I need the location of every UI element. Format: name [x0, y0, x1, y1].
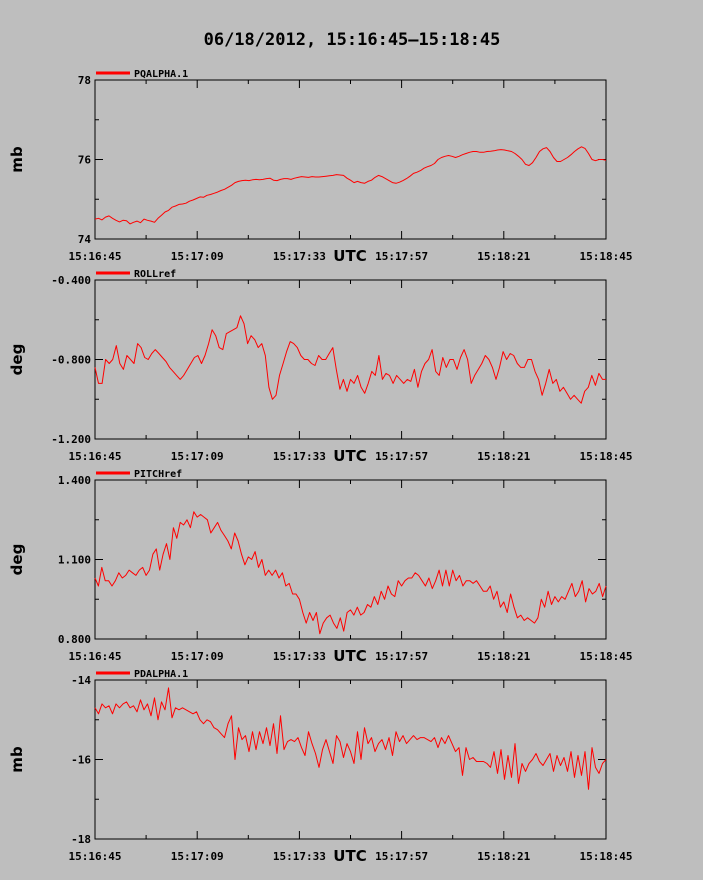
x-tick-label: 15:16:45	[69, 850, 122, 863]
x-axis-unit: UTC	[333, 247, 366, 265]
y-tick-label: 0.800	[58, 633, 91, 646]
x-tick-label: 15:18:21	[477, 650, 530, 663]
x-tick-label: 15:18:21	[477, 450, 530, 463]
series-line-ROLLref	[94, 315, 606, 404]
x-tick-label: 15:17:09	[171, 250, 224, 263]
x-tick-label: 15:17:57	[375, 850, 428, 863]
series-line-PQALPHA.1	[94, 146, 607, 225]
y-axis-label: mb	[8, 746, 26, 773]
x-tick-label: 15:18:45	[580, 250, 633, 263]
x-tick-label: 15:18:45	[580, 850, 633, 863]
x-tick-label: 15:17:33	[273, 250, 326, 263]
x-tick-label: 15:17:09	[171, 850, 224, 863]
x-tick-label: 15:18:45	[580, 650, 633, 663]
legend-label: ROLLref	[134, 269, 176, 280]
legend-label: PITCHref	[134, 469, 182, 480]
y-axis-label: mb	[8, 146, 26, 173]
x-tick-label: 15:17:57	[375, 450, 428, 463]
y-tick-label: -1.200	[51, 433, 91, 446]
panel-3: 15:16:45 15:17:09 15:17:33 15:17:57 15:18:21…	[8, 469, 632, 665]
y-tick-label: -0.800	[51, 354, 91, 367]
x-tick-label: 15:16:45	[69, 650, 122, 663]
x-tick-label: 15:17:57	[375, 250, 428, 263]
y-axis-label: deg	[8, 344, 26, 376]
panel-2: 15:16:45 15:17:09 15:17:33 15:17:57 15:18:21…	[8, 269, 632, 465]
x-tick-label: 15:17:09	[171, 450, 224, 463]
y-tick-label: 74	[78, 233, 92, 246]
x-tick-label: 15:17:33	[273, 650, 326, 663]
series-line-PDALPHA.1	[94, 687, 607, 790]
x-tick-label: 15:17:09	[171, 650, 224, 663]
x-axis-unit: UTC	[333, 447, 366, 465]
x-tick-label: 15:18:21	[477, 850, 530, 863]
y-tick-label: 1.100	[58, 554, 91, 567]
y-tick-label: 78	[78, 74, 91, 87]
x-tick-label: 15:17:57	[375, 650, 428, 663]
plot-frame	[94, 679, 607, 840]
plot-frame	[94, 479, 607, 640]
figure-title: 06/18/2012, 15:16:45–15:18:45	[204, 30, 501, 50]
x-tick-label: 15:16:45	[69, 250, 122, 263]
x-axis-unit: UTC	[333, 847, 366, 865]
y-tick-label: 1.400	[58, 474, 91, 487]
y-tick-label: -14	[71, 674, 91, 687]
panel-4: 15:16:45 15:17:09 15:17:33 15:17:57 15:18:21…	[8, 669, 632, 865]
series-line-PITCHref	[94, 511, 607, 635]
x-tick-label: 15:18:45	[580, 450, 633, 463]
legend-label: PDALPHA.1	[134, 669, 188, 680]
legend-label: PQALPHA.1	[134, 69, 188, 80]
x-tick-label: 15:17:33	[273, 850, 326, 863]
x-axis-unit: UTC	[333, 647, 366, 665]
y-tick-label: -18	[71, 833, 91, 846]
x-tick-label: 15:18:21	[477, 250, 530, 263]
y-tick-label: 76	[78, 154, 92, 167]
plot-frame	[94, 79, 607, 240]
x-tick-label: 15:16:45	[69, 450, 122, 463]
x-tick-label: 15:17:33	[273, 450, 326, 463]
y-tick-label: -0.400	[51, 274, 91, 287]
y-tick-label: -16	[71, 754, 91, 767]
y-axis-label: deg	[8, 544, 26, 576]
panel-1: 15:16:45 15:17:09 15:17:33 15:17:57 15:18:21…	[8, 69, 632, 265]
